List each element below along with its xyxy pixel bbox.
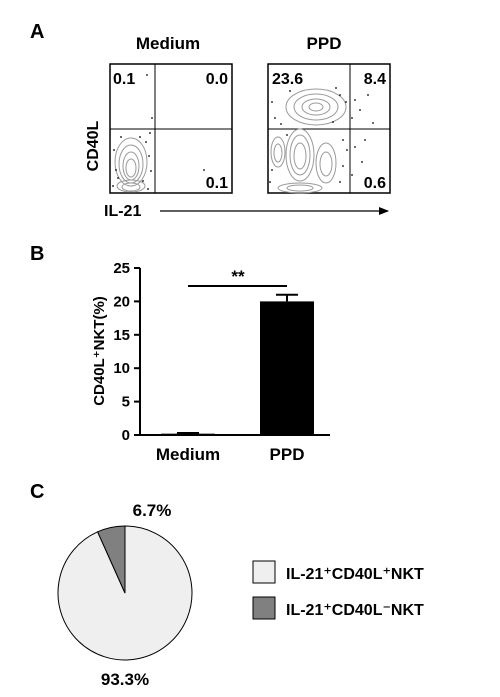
flow-plot-ppd-events — [269, 87, 374, 183]
flow-xlabel: IL-21 — [104, 203, 141, 220]
flow-ylabel: CD40L — [85, 120, 102, 171]
bar-chart-ytick-label: 5 — [122, 394, 130, 411]
flow-plot-ppd-contours — [270, 88, 347, 194]
significance-annotation: ** — [188, 267, 287, 287]
bar-ppd — [260, 301, 314, 435]
pie-chart — [57, 525, 193, 661]
panel-a-label: A — [30, 21, 44, 43]
flow-plot-medium-quadrant-ul: 0.1 — [113, 71, 135, 88]
bar-chart-ytick-label: 15 — [113, 327, 130, 344]
pie-slice-labels: 6.7% 93.3% — [101, 501, 171, 689]
flow-plot-medium-contours — [114, 137, 148, 193]
bar-chart-category-label: Medium — [156, 445, 220, 464]
legend-swatch — [252, 560, 276, 584]
flow-plot-medium-quadrant-lr: 0.1 — [206, 175, 228, 192]
flow-plot-ppd-quadrant-lr: 0.6 — [364, 175, 386, 192]
flow-plot-ppd-title: PPD — [307, 34, 342, 53]
panel-b-label: B — [30, 243, 44, 265]
pie-label-major: 93.3% — [101, 670, 149, 689]
bar-chart-ytick-label: 10 — [113, 360, 130, 377]
flow-plot-medium-title: Medium — [136, 34, 200, 53]
bar-chart-yticks: 0 5 10 15 20 25 — [113, 260, 140, 444]
flow-plot-medium-events — [112, 74, 205, 190]
flow-plot-ppd-quadrant-ul: 23.6 — [272, 71, 303, 88]
pie-label-minor: 6.7% — [133, 501, 172, 520]
flow-plot-medium: Medium 0.1 0.0 0.1 — [109, 34, 233, 194]
bar-chart-ytick-label: 20 — [113, 293, 130, 310]
bar-chart-categories: Medium PPD — [156, 445, 305, 464]
panel-c: C 6.7% 93.3% IL-21⁺CD40L⁺NKT IL-21⁺CD40L⁻N… — [30, 481, 424, 689]
panel-b: B CD40L⁺NKT(%) 0 5 10 15 20 25 Medium PPD ** — [30, 243, 330, 464]
legend-swatch — [252, 596, 276, 620]
bar-chart-bars — [161, 293, 314, 435]
bar-medium — [161, 433, 215, 435]
pie-legend: IL-21⁺CD40L⁺NKT IL-21⁺CD40L⁻NKT — [252, 560, 424, 620]
panel-c-label: C — [30, 481, 44, 503]
bar-chart-ytick-label: 25 — [113, 260, 130, 277]
legend-label: IL-21⁺CD40L⁻NKT — [286, 602, 424, 619]
bar-chart-category-label: PPD — [270, 445, 305, 464]
significance-label: ** — [231, 267, 245, 286]
flow-plot-ppd-quadrant-ur: 8.4 — [364, 71, 386, 88]
bar-chart-ytick-label: 0 — [122, 427, 130, 444]
pie-slice-negative — [96, 525, 126, 594]
bar-chart-ylabel: CD40L⁺NKT(%) — [91, 296, 108, 406]
flow-plot-ppd: PPD — [267, 34, 391, 194]
flow-plot-medium-quadrant-ur: 0.0 — [206, 71, 228, 88]
panel-a: A Medium 0.1 0.0 — [30, 21, 391, 220]
legend-label: IL-21⁺CD40L⁺NKT — [286, 566, 424, 583]
